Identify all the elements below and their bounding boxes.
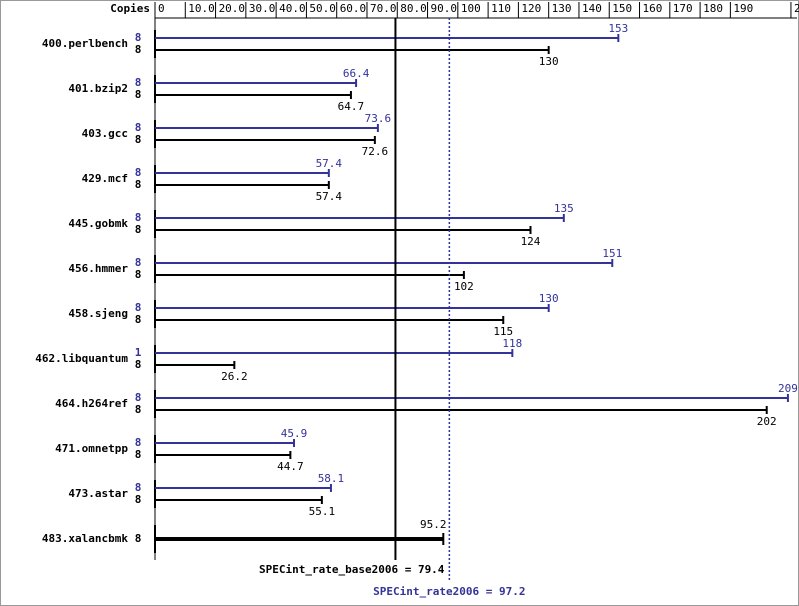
x-tick-label: 60.0 bbox=[340, 2, 367, 15]
x-tick-label: 100 bbox=[461, 2, 481, 15]
copies-label: 8 bbox=[135, 76, 142, 89]
x-tick-label: 70.0 bbox=[370, 2, 397, 15]
x-tick-label: 50.0 bbox=[309, 2, 336, 15]
copies-label: 8 bbox=[135, 436, 142, 449]
value-label: 130 bbox=[539, 292, 559, 305]
value-label: 95.2 bbox=[420, 518, 447, 531]
benchmark-label: 403.gcc bbox=[82, 127, 128, 140]
value-label: 118 bbox=[502, 337, 522, 350]
copies-label: 8 bbox=[135, 301, 142, 314]
reference-label: SPECint_rate_base2006 = 79.4 bbox=[259, 563, 445, 576]
x-tick-label: 40.0 bbox=[279, 2, 306, 15]
x-tick-label: 190 bbox=[733, 2, 753, 15]
x-tick-label: 10.0 bbox=[188, 2, 215, 15]
value-label: 124 bbox=[521, 235, 541, 248]
value-label: 153 bbox=[608, 22, 628, 35]
x-tick-label: 130 bbox=[552, 2, 572, 15]
x-tick-label: 0 bbox=[158, 2, 165, 15]
reference-label: SPECint_rate2006 = 97.2 bbox=[373, 585, 525, 598]
value-label: 115 bbox=[493, 325, 513, 338]
value-label: 66.4 bbox=[343, 67, 370, 80]
copies-label: 8 bbox=[135, 211, 142, 224]
copies-label: 8 bbox=[135, 391, 142, 404]
value-label: 202 bbox=[757, 415, 777, 428]
benchmark-label: 483.xalancbmk bbox=[42, 532, 128, 545]
copies-label: 8 bbox=[135, 313, 142, 326]
benchmark-label: 458.sjeng bbox=[68, 307, 128, 320]
x-tick-label: 170 bbox=[673, 2, 693, 15]
copies-label: 8 bbox=[135, 256, 142, 269]
value-label: 44.7 bbox=[277, 460, 304, 473]
x-tick-label: 160 bbox=[643, 2, 663, 15]
copies-label: 8 bbox=[135, 268, 142, 281]
value-label: 73.6 bbox=[365, 112, 392, 125]
x-tick-label: 180 bbox=[703, 2, 723, 15]
copies-label: 8 bbox=[135, 481, 142, 494]
value-label: 72.6 bbox=[362, 145, 389, 158]
value-label: 102 bbox=[454, 280, 474, 293]
copies-label: 8 bbox=[135, 43, 142, 56]
copies-label: 1 bbox=[135, 346, 142, 359]
copies-label: 8 bbox=[135, 532, 142, 545]
benchmark-label: 400.perlbench bbox=[42, 37, 128, 50]
copies-label: 8 bbox=[135, 223, 142, 236]
copies-label: 8 bbox=[135, 178, 142, 191]
benchmark-label: 429.mcf bbox=[82, 172, 128, 185]
value-label: 57.4 bbox=[316, 190, 343, 203]
copies-label: 8 bbox=[135, 166, 142, 179]
copies-label: 8 bbox=[135, 121, 142, 134]
copies-label: 8 bbox=[135, 403, 142, 416]
copies-label: 8 bbox=[135, 358, 142, 371]
x-tick-label: 210 bbox=[794, 2, 799, 15]
benchmark-label: 445.gobmk bbox=[68, 217, 128, 230]
copies-label: 8 bbox=[135, 133, 142, 146]
value-label: 58.1 bbox=[318, 472, 345, 485]
value-label: 151 bbox=[602, 247, 622, 260]
copies-label: 8 bbox=[135, 493, 142, 506]
value-label: 26.2 bbox=[221, 370, 248, 383]
x-tick-label: 120 bbox=[521, 2, 541, 15]
value-label: 64.7 bbox=[338, 100, 365, 113]
benchmark-label: 456.hmmer bbox=[68, 262, 128, 275]
value-label: 45.9 bbox=[281, 427, 308, 440]
benchmark-label: 462.libquantum bbox=[35, 352, 128, 365]
x-tick-label: 90.0 bbox=[431, 2, 458, 15]
benchmark-label: 401.bzip2 bbox=[68, 82, 128, 95]
benchmark-label: 471.omnetpp bbox=[55, 442, 128, 455]
x-tick-label: 30.0 bbox=[249, 2, 276, 15]
benchmark-label: 473.astar bbox=[68, 487, 128, 500]
copies-label: 8 bbox=[135, 31, 142, 44]
value-label: 209 bbox=[778, 382, 798, 395]
x-tick-label: 110 bbox=[491, 2, 511, 15]
x-tick-label: 20.0 bbox=[219, 2, 246, 15]
copies-label: 8 bbox=[135, 448, 142, 461]
benchmark-label: 464.h264ref bbox=[55, 397, 128, 410]
x-tick-label: 80.0 bbox=[400, 2, 427, 15]
copies-header: Copies bbox=[110, 2, 150, 15]
value-label: 57.4 bbox=[316, 157, 343, 170]
x-tick-label: 150 bbox=[612, 2, 632, 15]
copies-label: 8 bbox=[135, 88, 142, 101]
value-label: 55.1 bbox=[309, 505, 336, 518]
value-label: 130 bbox=[539, 55, 559, 68]
value-label: 135 bbox=[554, 202, 574, 215]
x-tick-label: 140 bbox=[582, 2, 602, 15]
